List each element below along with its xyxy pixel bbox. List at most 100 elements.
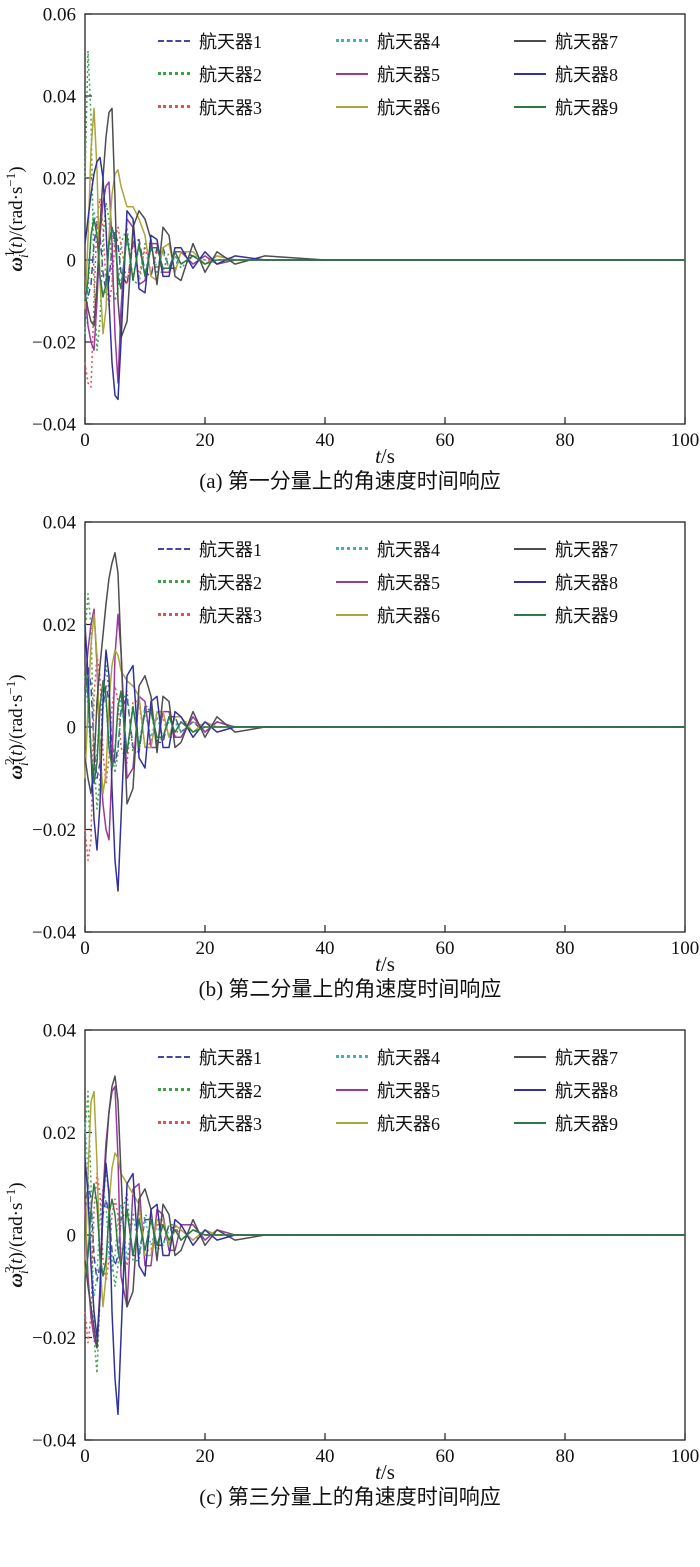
y-tick-label: −0.02	[32, 333, 76, 354]
legend-line-swatch	[514, 72, 546, 75]
legend-label: 航天器7	[555, 539, 618, 560]
legend-line-swatch	[336, 1088, 368, 1091]
x-axis-label: t/s	[375, 952, 395, 976]
y-tick-label: −0.04	[32, 923, 76, 944]
legend-label: 航天器6	[377, 605, 440, 626]
figure-caption-a: (a) 第一分量上的角速度时间响应	[199, 469, 501, 493]
legend-label: 航天器2	[199, 64, 262, 85]
series-line-航天器7	[84, 107, 685, 339]
plot-area-b: 0 20 40 60 80 100 −0.04 −0.02 0 0.02 0.04 t/s ω2i(t)…	[0, 514, 700, 976]
legend-item: 航天器2	[158, 61, 262, 87]
legend-item: 航天器8	[514, 569, 618, 595]
y-tick-label: 0.02	[43, 169, 76, 190]
x-axis-label: t/s	[375, 444, 395, 468]
legend-line-swatch	[514, 547, 546, 550]
legend-line-swatch	[158, 580, 190, 583]
series-line-航天器3	[84, 654, 685, 862]
series-line-航天器3	[84, 197, 685, 388]
legend-line-swatch	[158, 1121, 190, 1124]
series-line-航天器9	[84, 665, 685, 785]
legend-label: 航天器8	[555, 64, 618, 85]
legend-item: 航天器4	[336, 1044, 440, 1070]
legend-label: 航天器4	[377, 31, 440, 52]
legend-line-swatch	[336, 613, 368, 616]
legend-label: 航天器3	[199, 605, 262, 626]
y-tick-label: 0.02	[43, 1123, 76, 1144]
legend-line-swatch	[158, 547, 190, 550]
x-tick-label: 60	[436, 430, 455, 451]
legend-item: 航天器3	[158, 602, 262, 628]
legend-line-swatch	[336, 580, 368, 583]
legend-label: 航天器8	[555, 572, 618, 593]
legend-label: 航天器9	[555, 1113, 618, 1134]
y-tick-label: −0.02	[32, 820, 76, 841]
series-line-航天器8	[84, 624, 685, 892]
legend-line-swatch	[158, 613, 190, 616]
legend-line-swatch	[158, 1055, 190, 1058]
series-line-航天器6	[84, 613, 685, 795]
x-tick-label: 40	[316, 430, 335, 451]
legend-item: 航天器8	[514, 1077, 618, 1103]
x-tick-label: 0	[80, 938, 90, 959]
legend-item: 航天器8	[514, 61, 618, 87]
plot-svg-c: 0 20 40 60 80 100 −0.04 −0.02 0 0.02 0.04 t/s ω3i(t)…	[3, 1022, 699, 1484]
plot-area-a: 0 20 40 60 80 100 −0.04 −0.02 0 0.02 0.04 0.06 t/s ω1…	[0, 6, 700, 468]
series-line-航天器4	[84, 1122, 685, 1298]
legend-line-swatch	[514, 613, 546, 616]
legend-label: 航天器4	[377, 1047, 440, 1068]
series-line-航天器2	[84, 593, 685, 810]
figure-caption-b: (b) 第二分量上的角速度时间响应	[198, 977, 502, 1001]
series-line-航天器7	[84, 551, 685, 805]
y-tick-label: −0.02	[32, 1328, 76, 1349]
legend-label: 航天器9	[555, 97, 618, 118]
y-tick-label: 0.06	[43, 6, 76, 26]
legend-line-swatch	[158, 39, 190, 42]
legend-line-swatch	[514, 39, 546, 42]
legend-item: 航天器6	[336, 602, 440, 628]
legend-label: 航天器6	[377, 97, 440, 118]
legend-line-swatch	[158, 1088, 190, 1091]
y-tick-label: 0.04	[43, 87, 77, 108]
y-tick-label: −0.04	[32, 415, 76, 436]
legend-label: 航天器1	[199, 1047, 262, 1068]
legend-item: 航天器9	[514, 602, 618, 628]
legend-c: 航天器1 航天器2 航天器3 航天器4 航天器5 航天器6 航天器7 航天器8 航天器9	[158, 1040, 618, 1139]
series-line-航天器3	[84, 1172, 685, 1344]
legend-item: 航天器9	[514, 1110, 618, 1136]
x-tick-label: 100	[671, 938, 700, 959]
series-line-航天器8	[84, 1158, 685, 1416]
plot-area-c: 0 20 40 60 80 100 −0.04 −0.02 0 0.02 0.04 t/s ω3i(t)…	[0, 1022, 700, 1484]
y-axis-label: ω3i(t)/(rad·s−1)	[3, 1182, 32, 1287]
figure-c: 0 20 40 60 80 100 −0.04 −0.02 0 0.02 0.04 t/s ω3i(t)…	[0, 1022, 700, 1510]
legend-item: 航天器3	[158, 94, 262, 120]
x-tick-label: 20	[196, 938, 215, 959]
y-axis-label: ω1i(t)/(rad·s−1)	[3, 166, 32, 271]
y-tick-label: 0	[67, 1226, 77, 1247]
legend-line-swatch	[336, 72, 368, 75]
legend-label: 航天器8	[555, 1080, 618, 1101]
series-line-航天器9	[84, 218, 685, 302]
legend-label: 航天器5	[377, 64, 440, 85]
legend-line-swatch	[158, 72, 190, 75]
legend-label: 航天器5	[377, 1080, 440, 1101]
figure-b: 0 20 40 60 80 100 −0.04 −0.02 0 0.02 0.04 t/s ω2i(t)…	[0, 514, 700, 1002]
legend-line-swatch	[336, 547, 368, 550]
legend-line-swatch	[514, 580, 546, 583]
legend-item: 航天器7	[514, 1044, 618, 1070]
legend-item: 航天器6	[336, 1110, 440, 1136]
legend-item: 航天器3	[158, 1110, 262, 1136]
legend-label: 航天器2	[199, 1080, 262, 1101]
legend-label: 航天器1	[199, 31, 262, 52]
legend-item: 航天器5	[336, 61, 440, 87]
legend-item: 航天器1	[158, 1044, 262, 1070]
legend-item: 航天器2	[158, 1077, 262, 1103]
figure-a: 0 20 40 60 80 100 −0.04 −0.02 0 0.02 0.04 0.06 t/s ω1…	[0, 6, 700, 494]
legend-label: 航天器6	[377, 1113, 440, 1134]
y-tick-label: 0	[67, 251, 77, 272]
legend-item: 航天器9	[514, 94, 618, 120]
y-tick-label: 0.04	[43, 1022, 77, 1042]
legend-item: 航天器7	[514, 536, 618, 562]
legend-label: 航天器7	[555, 1047, 618, 1068]
legend-item: 航天器5	[336, 1077, 440, 1103]
legend-line-swatch	[336, 1055, 368, 1058]
